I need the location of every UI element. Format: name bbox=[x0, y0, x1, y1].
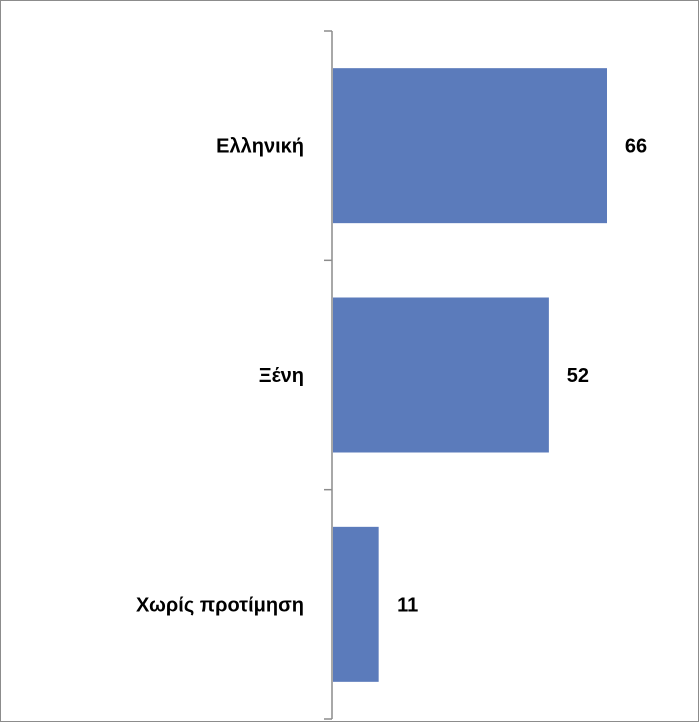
category-label: Ξένη bbox=[259, 365, 304, 387]
data-label: 66 bbox=[625, 136, 647, 158]
bar-2 bbox=[333, 297, 549, 453]
data-label: 11 bbox=[397, 594, 418, 616]
bar-1 bbox=[333, 68, 607, 224]
category-label: Χωρίς προτίμηση bbox=[136, 594, 304, 616]
data-label: 52 bbox=[567, 365, 589, 387]
category-label: Ελληνική bbox=[216, 136, 304, 158]
bar-3 bbox=[333, 526, 379, 682]
